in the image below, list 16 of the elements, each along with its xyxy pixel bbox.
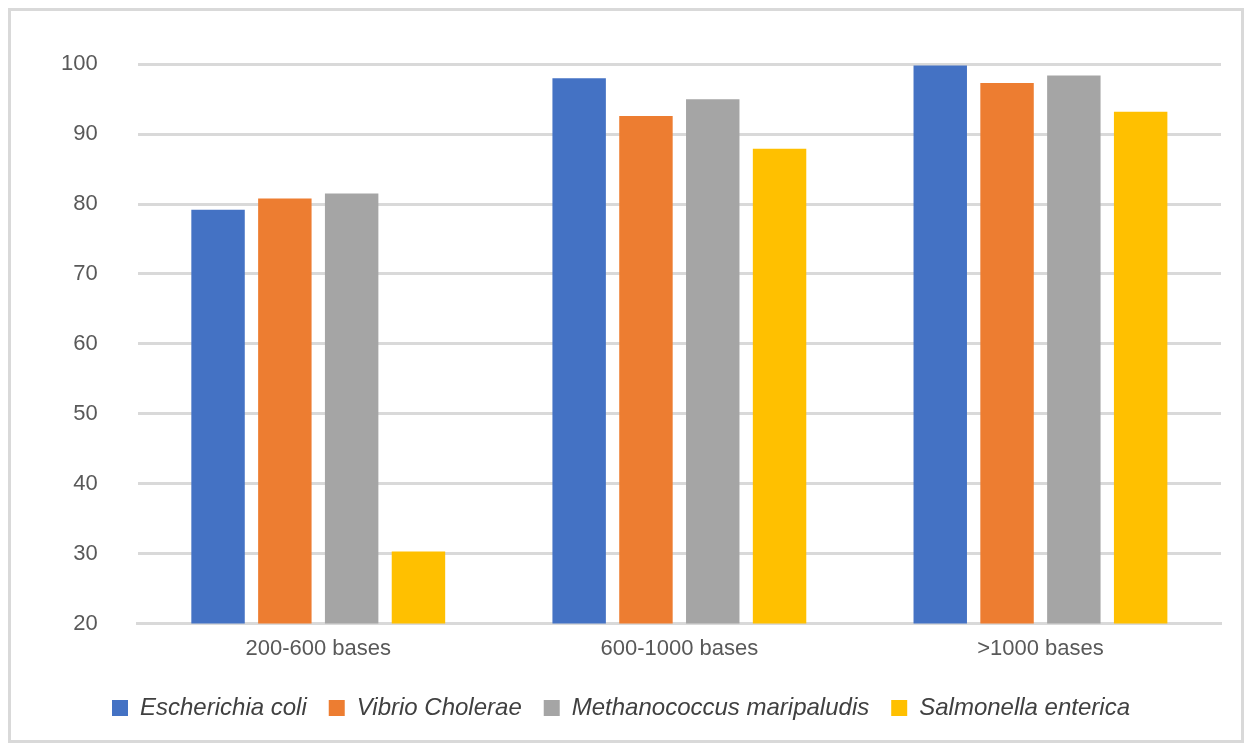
y-tick-label: 100 xyxy=(60,50,98,76)
x-tick-label: >1000 bases xyxy=(977,634,1104,660)
y-tick-label: 80 xyxy=(73,190,98,216)
y-tick-label: 50 xyxy=(73,399,98,425)
legend-label: Methanococcus maripaludis xyxy=(571,692,870,720)
y-tick-label: 20 xyxy=(73,609,98,635)
x-tick-label: 600-1000 bases xyxy=(600,634,759,660)
legend-label: Salmonella enterica xyxy=(919,692,1131,720)
y-tick-label: 90 xyxy=(73,120,98,146)
legend-label: Vibrio Cholerae xyxy=(356,692,522,720)
y-tick-label: 40 xyxy=(73,469,98,495)
y-tick-label: 70 xyxy=(73,260,98,286)
y-tick-label: 60 xyxy=(73,329,98,355)
x-tick-label: 200-600 bases xyxy=(245,634,392,660)
y-tick-label: 30 xyxy=(73,539,98,565)
legend-label: Escherichia coli xyxy=(140,692,308,720)
